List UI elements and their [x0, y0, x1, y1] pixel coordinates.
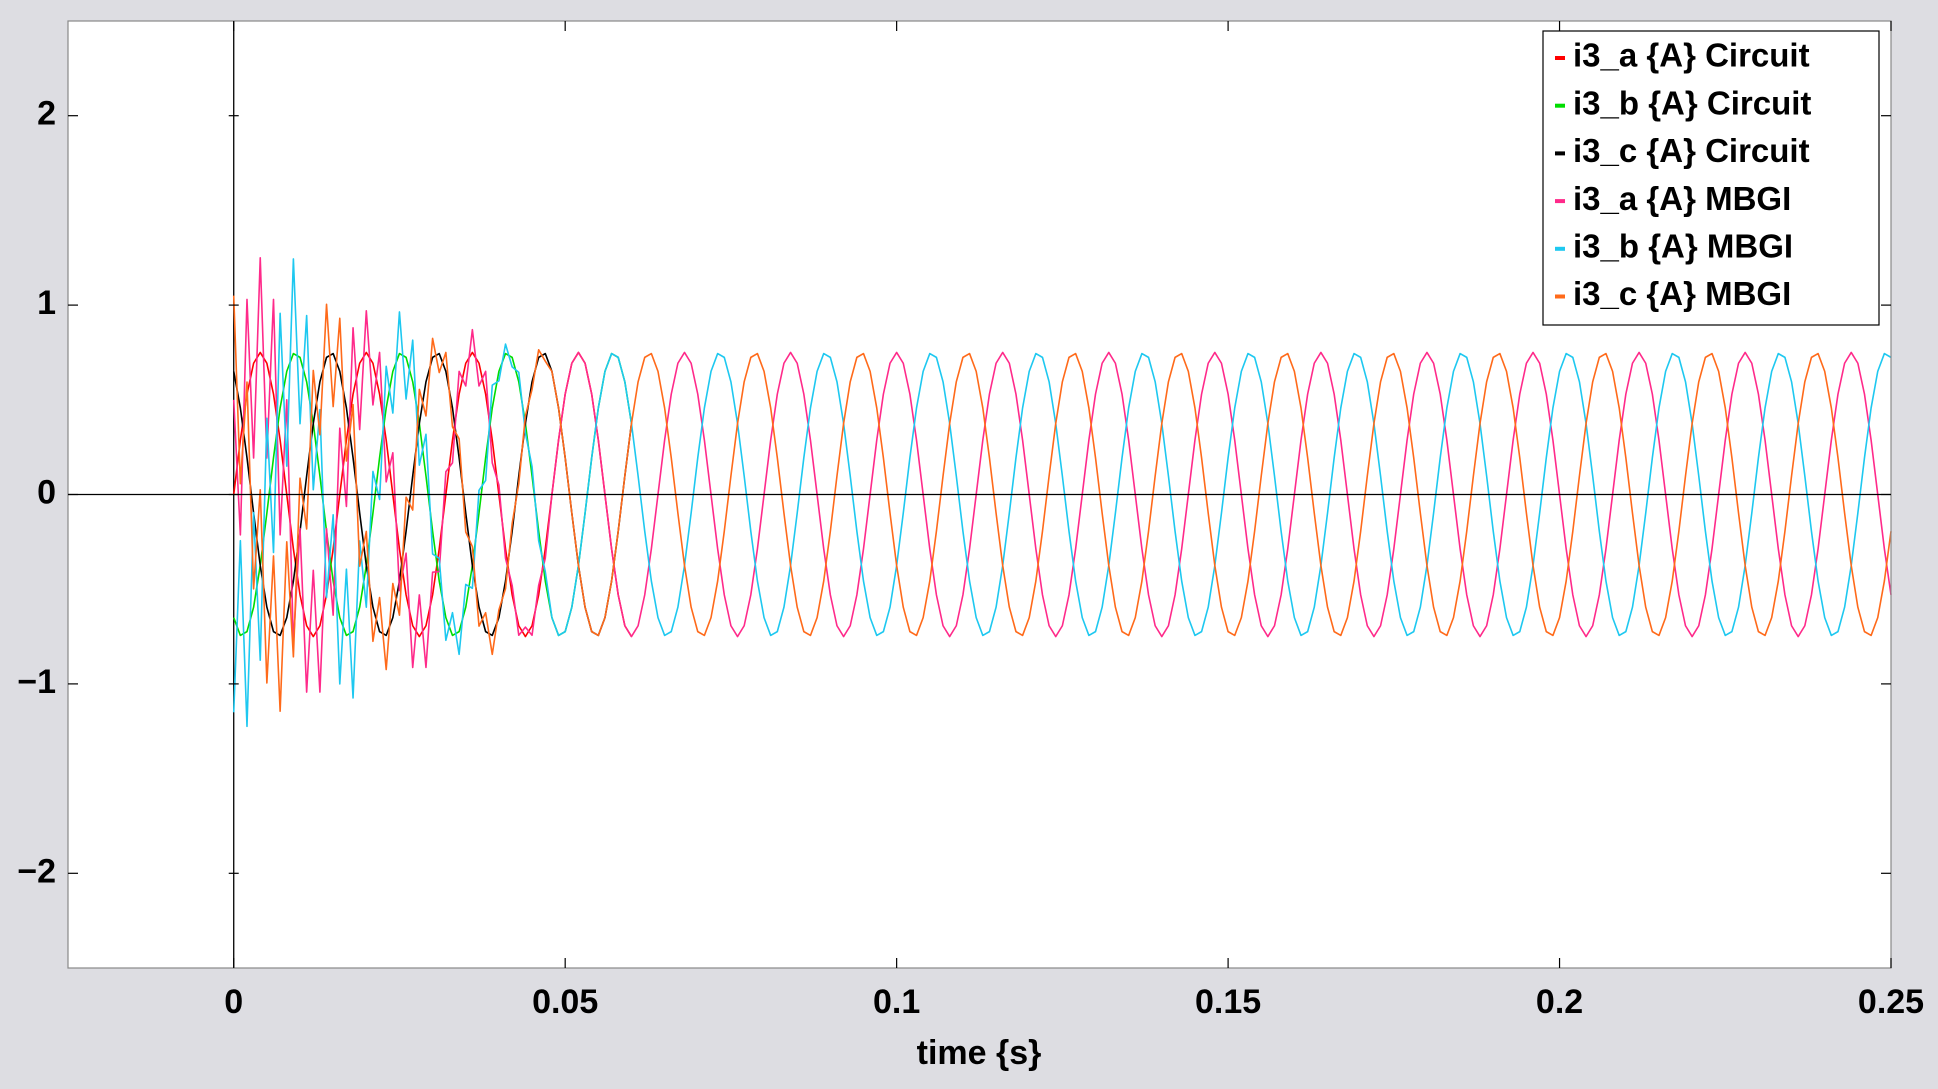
x-tick-label: 0.2 — [1536, 983, 1583, 1021]
x-tick-label: 0 — [224, 983, 243, 1021]
y-tick-label: 2 — [37, 95, 56, 133]
legend-label: i3_b {A} Circuit — [1573, 84, 1811, 121]
series-line — [232, 295, 1892, 712]
series-line — [232, 258, 1892, 728]
x-tick-label: 0.25 — [1858, 983, 1924, 1021]
y-tick-label: −2 — [17, 852, 56, 890]
legend-label: i3_a {A} Circuit — [1573, 37, 1810, 74]
y-tick-label: −1 — [17, 663, 56, 701]
x-axis-label: time {s} — [917, 1034, 1042, 1072]
legend-label: i3_a {A} MBGI — [1573, 180, 1791, 217]
legend-label: i3_c {A} MBGI — [1573, 275, 1791, 312]
y-tick-label: 1 — [37, 284, 56, 322]
x-tick-label: 0.05 — [532, 983, 598, 1021]
legend-box — [1542, 30, 1880, 326]
x-tick-label: 0.15 — [1195, 983, 1261, 1021]
legend-label: i3_c {A} Circuit — [1573, 132, 1810, 169]
x-tick-label: 0.1 — [873, 983, 920, 1021]
series-line — [232, 256, 1892, 693]
legend-label: i3_b {A} MBGI — [1573, 228, 1793, 265]
legend: i3_a {A} Circuit i3_b {A} Circuit i3_c {A}… — [1542, 30, 1880, 326]
plot-lines — [232, 256, 1892, 728]
y-tick-label: 0 — [37, 473, 56, 511]
